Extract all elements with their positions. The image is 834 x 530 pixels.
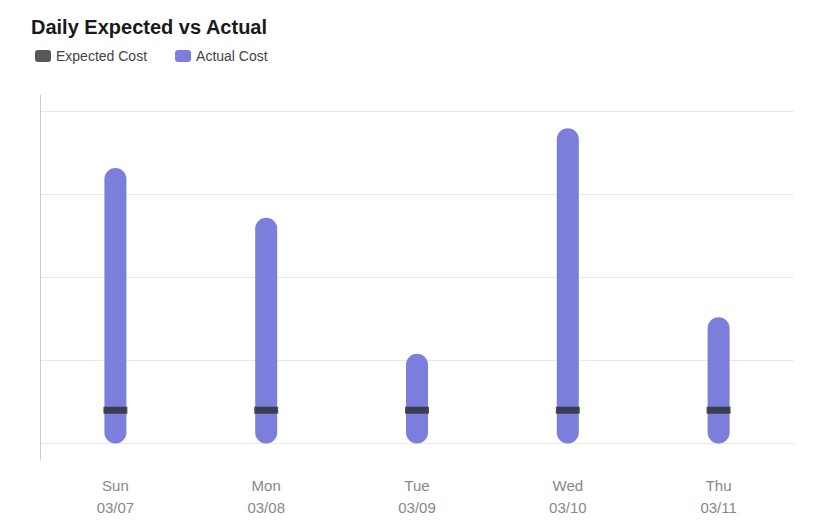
svg-text:Mon: Mon: [252, 477, 281, 494]
svg-text:Daily Expected vs Actual: Daily Expected vs Actual: [31, 16, 267, 38]
svg-text:03/07: 03/07: [97, 499, 135, 516]
svg-text:Wed: Wed: [553, 477, 584, 494]
svg-text:Sun: Sun: [102, 477, 129, 494]
svg-text:Thu: Thu: [706, 477, 732, 494]
svg-text:03/10: 03/10: [549, 499, 587, 516]
svg-text:03/09: 03/09: [398, 499, 436, 516]
svg-text:Actual Cost: Actual Cost: [196, 48, 268, 64]
svg-text:03/11: 03/11: [700, 499, 736, 516]
svg-text:03/08: 03/08: [247, 499, 285, 516]
svg-text:Tue: Tue: [404, 477, 429, 494]
svg-text:Expected Cost: Expected Cost: [56, 48, 147, 64]
